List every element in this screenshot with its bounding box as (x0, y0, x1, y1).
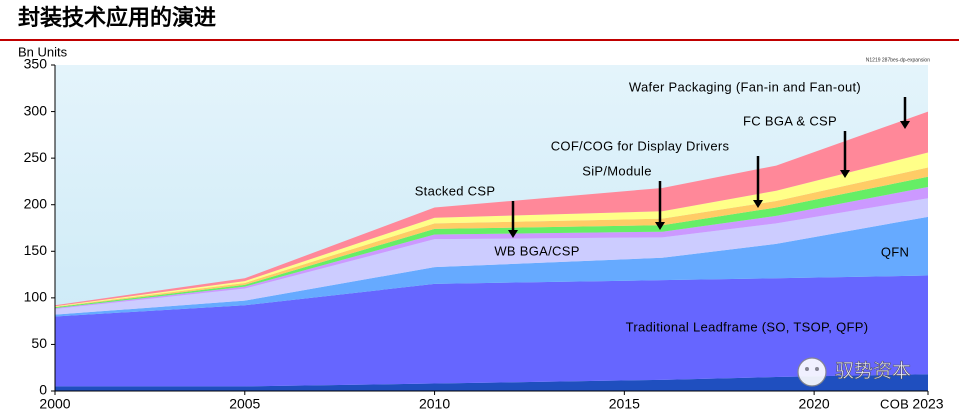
arrow-head (900, 121, 910, 129)
y-tick-label: 350 (24, 56, 48, 72)
watermark-icon (815, 367, 819, 371)
series-label: Traditional Leadframe (SO, TSOP, QFP) (626, 319, 869, 334)
area (55, 216, 928, 317)
y-tick-label: 150 (24, 242, 48, 258)
series-label: COF/COG for Display Drivers (551, 138, 730, 153)
arrow-head (753, 200, 763, 208)
arrow-head (840, 170, 850, 178)
y-tick-label: 100 (24, 289, 48, 305)
y-tick-label: 0 (39, 382, 47, 398)
series-labels: COB Traditional Leadframe (SO, TSOP, QFP)… (415, 79, 909, 411)
x-tick-label: 2015 (609, 396, 640, 412)
area (55, 275, 928, 387)
watermark-icon (805, 367, 809, 371)
series-label: Wafer Packaging (Fan-in and Fan-out) (629, 79, 861, 94)
series-label: FC BGA & CSP (743, 113, 837, 128)
y-tick-label: 250 (24, 149, 48, 165)
x-tick-label: 2023 (912, 396, 943, 412)
y-tick-label: 50 (31, 335, 47, 351)
page-title: 封装技术应用的演进 (18, 5, 216, 31)
series-label: WB BGA/CSP (494, 243, 579, 258)
x-tick-label: 2000 (39, 396, 70, 412)
area (55, 198, 928, 315)
series-label: SiP/Module (582, 163, 651, 178)
arrows (508, 97, 910, 238)
area (55, 374, 928, 391)
series-label: QFN (881, 244, 909, 259)
areas (55, 111, 928, 391)
series-label: COB (880, 396, 909, 411)
source-note: N1219 287bes-dp-expansion (866, 57, 930, 63)
arrow-head (508, 230, 518, 238)
watermark-icon (797, 357, 827, 387)
area (55, 111, 928, 307)
y-axis-label: Bn Units (18, 44, 68, 59)
x-tick-label: 2020 (799, 396, 830, 412)
arrow-head (655, 222, 665, 230)
x-tick-label: 2005 (229, 396, 260, 412)
x-tick-label: 2010 (419, 396, 450, 412)
watermark-text: 驭势资本 (835, 360, 911, 382)
axes: 0 50 100 150 200 250 300 350 2000 2005 2010 2015 202… (24, 56, 944, 412)
y-tick-label: 300 (24, 102, 48, 118)
watermark: 驭势资本 (797, 357, 911, 387)
y-tick-label: 200 (24, 195, 48, 211)
series-label: Stacked CSP (415, 183, 496, 198)
